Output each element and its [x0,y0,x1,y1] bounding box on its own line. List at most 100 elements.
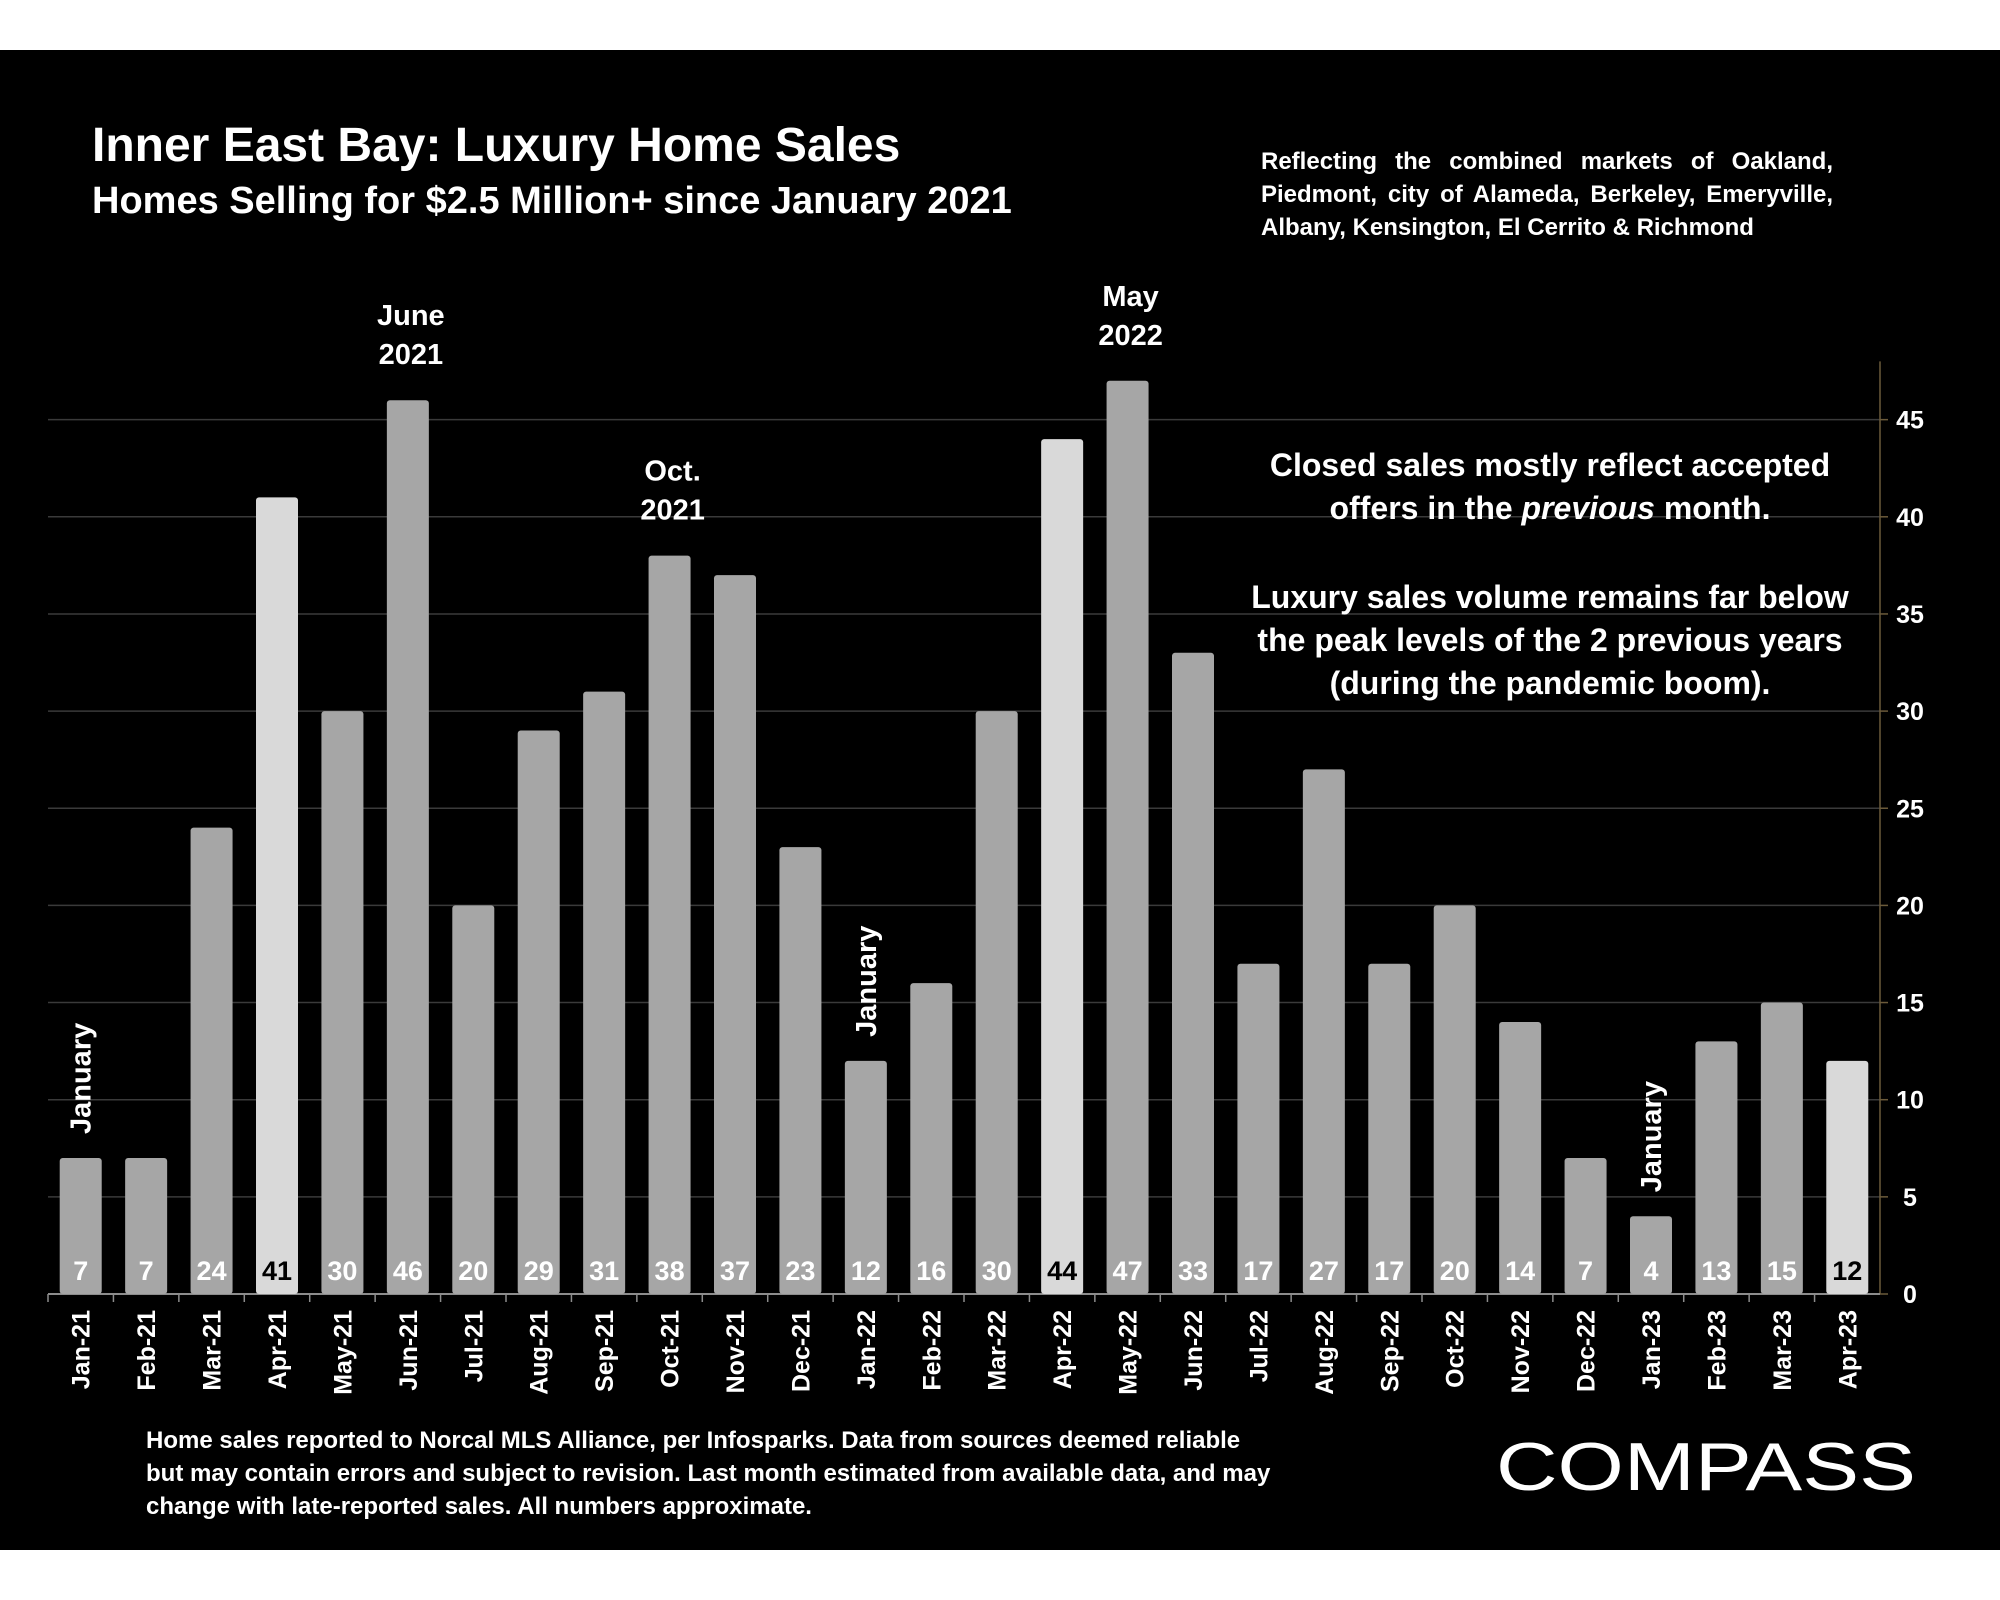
bar-jun-22 [1172,652,1214,1294]
y-tick-label: 0 [1903,1281,1917,1309]
y-tick-label: 10 [1896,1087,1924,1115]
bar-mar-21 [190,827,233,1294]
data-label: 23 [785,1256,815,1286]
peak-annotation: May [1102,281,1158,313]
data-label: 12 [1832,1256,1862,1286]
period-annotation: January [66,1023,98,1134]
x-tick-label: Apr-23 [1834,1310,1862,1389]
bar-oct-22 [1433,905,1476,1294]
bar-nov-22 [1499,1021,1542,1294]
bar-mar-22 [975,711,1018,1294]
bar-jan-21 [59,1157,102,1294]
data-label: 24 [197,1256,227,1286]
peak-annotation: June [377,300,445,332]
data-label: 7 [73,1256,88,1286]
chart-title: Inner East Bay: Luxury Home Sales [92,119,901,172]
data-label: 7 [1578,1256,1593,1286]
closed-sales-note-emphasis: previous [1521,490,1655,526]
bar-nov-21 [714,575,756,1294]
x-tick-label: Nov-21 [722,1310,750,1393]
coverage-note: Reflecting the combined markets of Oakla… [1261,148,1833,241]
x-tick-label: Jan-22 [853,1310,881,1389]
data-label: 12 [851,1256,881,1286]
y-tick-label: 35 [1896,601,1924,629]
peak-annotation: 2021 [640,495,705,527]
x-tick-label: Feb-21 [133,1310,161,1391]
y-tick-label: 20 [1896,892,1924,920]
data-label: 46 [393,1256,423,1286]
x-tick-label: Sep-21 [591,1310,619,1392]
chart-subtitle: Homes Selling for $2.5 Million+ since Ja… [92,180,1012,222]
y-tick-label: 5 [1903,1184,1917,1212]
y-tick-label: 25 [1896,795,1924,823]
bar-feb-21 [125,1157,168,1294]
data-label: 17 [1374,1256,1404,1286]
bar-jan-22 [844,1060,887,1294]
bar-jul-22 [1237,963,1280,1294]
x-tick-label: Jul-22 [1245,1310,1273,1382]
data-label: 47 [1113,1256,1143,1286]
compass-logo: COMPASS [1496,1432,1916,1496]
x-tick-label: Dec-22 [1573,1310,1601,1392]
bar-jan-23 [1630,1216,1672,1294]
x-tick-label: Jun-22 [1180,1310,1208,1391]
x-tick-label: Aug-22 [1311,1310,1339,1395]
bar-apr-22 [1041,439,1084,1295]
x-tick-label: Oct-21 [657,1310,685,1388]
data-label: 29 [524,1256,554,1286]
bar-sep-21 [583,691,626,1294]
bar-feb-23 [1695,1041,1738,1294]
y-tick-label: 30 [1896,698,1924,726]
data-label: 15 [1767,1256,1797,1286]
data-label: 31 [589,1256,619,1286]
x-tick-label: Dec-21 [787,1310,815,1392]
x-tick-label: Apr-21 [264,1310,292,1389]
bar-aug-21 [517,730,560,1294]
bar-aug-22 [1302,769,1345,1294]
x-tick-label: Jun-21 [395,1310,423,1391]
closed-sales-note-end: month. [1654,490,1771,526]
peak-annotation: Oct. [644,456,700,488]
x-tick-label: Sep-22 [1376,1310,1404,1392]
data-label: 41 [262,1256,292,1286]
luxury-volume-note: Luxury sales volume remains far below th… [1251,579,1849,701]
period-annotation: January [851,926,883,1037]
data-label: 14 [1505,1256,1535,1286]
bar-apr-23 [1826,1060,1869,1294]
bar-dec-22 [1564,1157,1607,1294]
x-tick-label: Mar-21 [199,1310,227,1391]
closed-sales-note-start: Closed sales mostly reflect accepted off… [1269,447,1831,526]
data-label: 33 [1178,1256,1208,1286]
x-tick-label: Mar-22 [984,1310,1012,1391]
x-tick-label: Jan-23 [1638,1310,1666,1389]
data-label: 13 [1701,1256,1731,1286]
data-label: 20 [1440,1256,1470,1286]
data-label: 44 [1047,1256,1077,1286]
source-footnote: Home sales reported to Norcal MLS Allian… [146,1427,1271,1520]
peak-annotation: 2022 [1098,320,1163,352]
x-tick-label: Jan-21 [68,1310,96,1389]
x-tick-label: May-22 [1115,1310,1143,1395]
x-tick-label: Feb-23 [1703,1310,1731,1391]
data-label: 17 [1243,1256,1273,1286]
bar-sep-22 [1368,963,1411,1294]
x-tick-label: Nov-22 [1507,1310,1535,1393]
data-label: 7 [139,1256,154,1286]
period-annotation: January [1636,1081,1668,1192]
bar-mar-23 [1760,1002,1803,1294]
data-label: 30 [982,1256,1012,1286]
x-tick-label: Apr-22 [1049,1310,1077,1389]
x-tick-label: Mar-23 [1769,1310,1797,1391]
data-label: 4 [1643,1256,1658,1286]
x-tick-label: Jul-21 [460,1310,488,1382]
closed-sales-note: Closed sales mostly reflect accepted off… [1240,444,1860,530]
data-label: 16 [916,1256,946,1286]
compass-logo-text: COMPASS [1496,1432,1916,1496]
bar-dec-21 [779,847,822,1294]
bar-apr-21 [256,497,298,1294]
bar-jul-21 [452,905,495,1294]
bar-jun-21 [386,400,429,1295]
data-label: 30 [327,1256,357,1286]
data-label: 37 [720,1256,750,1286]
data-label: 20 [458,1256,488,1286]
